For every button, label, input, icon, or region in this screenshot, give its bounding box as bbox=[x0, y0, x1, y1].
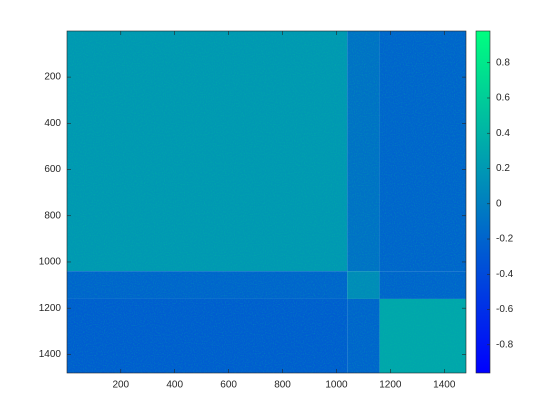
x-tick-label: 800 bbox=[274, 380, 291, 391]
x-tick-label: 600 bbox=[220, 380, 237, 391]
colorbar-tick-label: 0.2 bbox=[496, 163, 510, 174]
x-tick-label: 1000 bbox=[325, 380, 348, 391]
colorbar-tick-label: -0.6 bbox=[496, 304, 514, 315]
texture bbox=[67, 31, 466, 373]
y-tick-label: 1000 bbox=[39, 257, 62, 268]
colorbar-tick-label: 0.4 bbox=[496, 128, 510, 139]
colorbar-tick-label: -0.4 bbox=[496, 269, 514, 280]
colorbar-tick-label: -0.8 bbox=[496, 339, 514, 350]
x-tick-label: 200 bbox=[112, 380, 129, 391]
x-tick-label: 1200 bbox=[379, 380, 402, 391]
colorbar-tick-label: 0 bbox=[496, 198, 502, 209]
x-tick-label: 1400 bbox=[433, 380, 456, 391]
colorbar-tick-label: 0.6 bbox=[496, 93, 510, 104]
colorbar bbox=[475, 30, 491, 374]
colorbar-tick-label: 0.8 bbox=[496, 57, 510, 68]
y-tick-label: 600 bbox=[44, 164, 61, 175]
y-tick-label: 400 bbox=[44, 118, 61, 129]
colorbar-tick-label: -0.2 bbox=[496, 234, 514, 245]
y-tick-label: 800 bbox=[44, 210, 61, 221]
y-tick-label: 1200 bbox=[39, 303, 62, 314]
y-tick-label: 200 bbox=[44, 72, 61, 83]
plot-area bbox=[67, 31, 466, 373]
axes-box bbox=[66, 30, 467, 374]
x-tick-label: 400 bbox=[166, 380, 183, 391]
y-tick-label: 1400 bbox=[39, 349, 62, 360]
